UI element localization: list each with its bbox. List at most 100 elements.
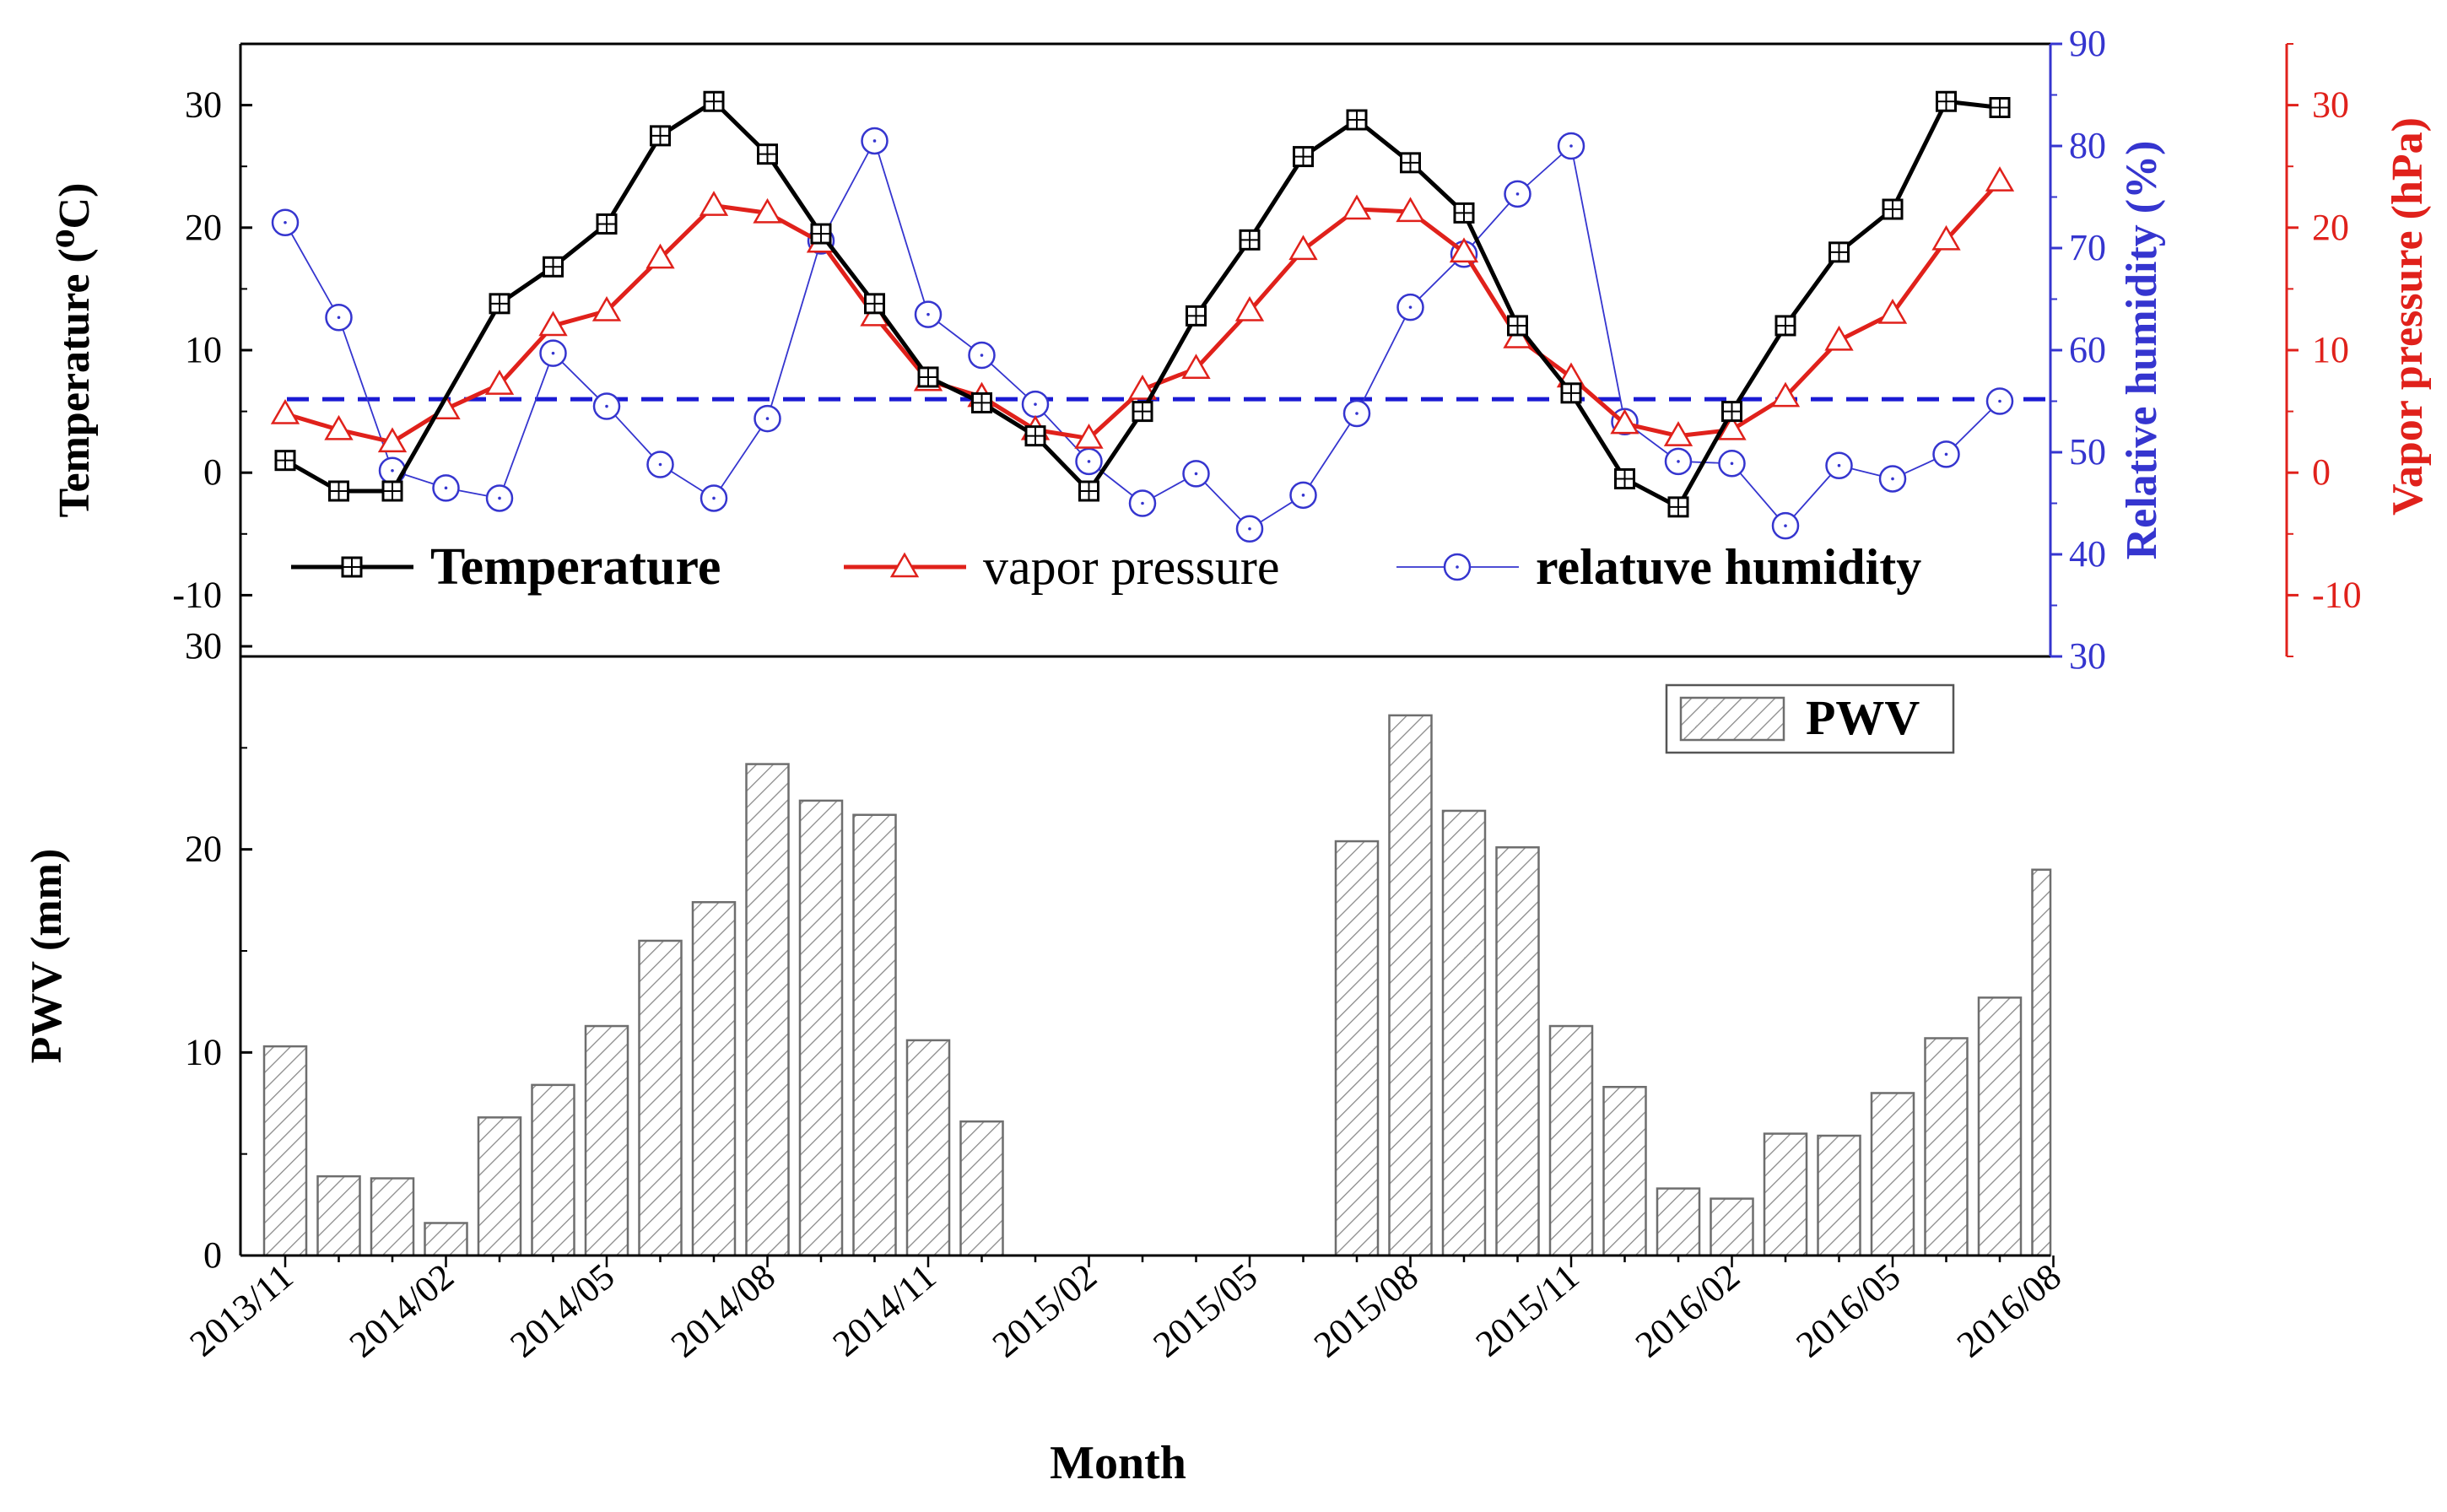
pwv-bar [1441,809,1487,1257]
temperature-marker [1774,315,1796,337]
vapor-pressure-marker [1877,298,1908,324]
humidity-marker [1932,440,1960,468]
humidity-marker [968,341,996,370]
humidity-marker [1504,180,1531,208]
humidity-marker [1664,447,1693,476]
temperature-marker [1936,90,1957,112]
vapor-pressure-marker [1342,194,1372,220]
pwv-legend-swatch [1679,696,1785,742]
top-left-tick-label: -10 [172,574,222,615]
temperature-marker [1560,382,1582,404]
top-blue-tick-label: 40 [2069,533,2106,575]
temperature-marker [543,256,564,278]
pwv-bar [1817,1134,1861,1257]
pwv-bar [1870,1092,1915,1257]
temperature-marker [1507,315,1528,337]
humidity-marker [485,484,514,512]
pwv-legend: PWV [1665,683,1955,754]
vapor-pressure-marker [1770,381,1801,408]
pwv-bar [1334,840,1380,1257]
x-tick-label: 2014/11 [825,1256,944,1364]
vapor-pressure-marker [591,296,622,321]
pwv-bar [798,799,844,1257]
x-tick-label: 2015/02 [985,1256,1105,1365]
humidity-marker [1396,293,1424,321]
temperature-marker [917,366,939,388]
pwv-bar [905,1039,951,1257]
temperature-marker [274,450,296,472]
top-left-tick-label: 20 [185,207,222,248]
humidity-marker [539,339,567,367]
top-red-tick-label: 30 [2312,84,2349,126]
vapor-pressure-marker [1931,224,1961,251]
humidity-marker [1128,489,1157,517]
humidity-marker [1771,511,1800,540]
vapor-pressure-marker [1396,197,1425,223]
temperature-marker [1132,401,1153,423]
vapor-pressure-marker [1181,354,1211,380]
temperature-marker [1024,425,1046,447]
vapor-pressure-marker [1985,166,2015,192]
vapor-pressure-marker [1610,408,1639,435]
temperature-marker [489,293,510,315]
temperature-marker [1721,401,1742,423]
top-blue-axis-title: Relative humidity (%) [2118,141,2166,560]
vapor-pressure-marker [1234,296,1265,321]
top-blue-tick-label: 90 [2069,23,2106,64]
temperature-marker [864,293,885,315]
pwv-bar [1710,1197,1754,1257]
x-tick-label: 2016/05 [1788,1256,1908,1365]
legend-label: Temperature [430,538,721,596]
temperature-marker [703,90,725,112]
humidity-marker [1825,451,1853,479]
pwv-bar [852,813,897,1257]
top-left-tick-label: 0 [203,451,222,493]
pwv-bar [1977,996,2023,1257]
temperature-marker [328,480,349,502]
vapor-pressure-marker [646,243,675,269]
humidity-marker [1075,447,1103,476]
bottom-left-tick-label: 20 [185,829,222,870]
humidity-marker [1443,553,1472,581]
legend-item-0: Temperature [291,538,721,596]
temperature-marker [1828,241,1850,263]
legend-item-2: relatuve humidity [1396,539,1921,595]
top-red-tick-label: 10 [2312,329,2349,370]
pwv-bar [262,1045,308,1257]
top-left-tick-label: 30 [185,84,222,126]
pwv-bar [691,900,737,1257]
humidity-marker [861,127,889,155]
humidity-marker [754,404,781,433]
vapor-pressure-marker [1663,421,1693,446]
pwv-bar [1548,1024,1594,1257]
temperature-marker [757,143,778,165]
series-vapor-pressure [270,166,2015,453]
top-blue-tick-label: 60 [2069,329,2106,370]
humidity-marker [592,392,621,420]
temperature-marker [381,480,403,502]
x-tick-label: 2015/05 [1145,1256,1265,1365]
humidity-marker [1878,465,1907,493]
humidity-marker [646,451,674,478]
top-red-tick-label: -10 [2312,574,2362,615]
humidity-marker [914,300,943,328]
pwv-bar [370,1177,415,1257]
series-line [284,99,2001,510]
vapor-pressure-marker [1824,325,1854,351]
bottom-left-tick-label: 30 [185,625,222,667]
humidity-marker [1182,460,1210,488]
temperature-marker [1453,202,1475,224]
series-temperature [274,90,2011,518]
x-axis-title: Month [1050,1437,1186,1489]
humidity-marker [1289,481,1317,510]
x-tick-label: 2014/02 [342,1256,462,1365]
temperature-marker [650,125,671,147]
vapor-pressure-marker [484,370,515,395]
pwv-bar [745,763,790,1257]
vapor-pressure-marker [753,197,782,224]
x-tick-label: 2014/05 [502,1256,622,1365]
vapor-pressure-marker [1449,237,1479,263]
series-relatuve-humidity [271,127,2014,543]
top-blue-tick-label: 70 [2069,227,2106,268]
top-red-axis-title: Vapor pressure (hPa) [2384,117,2432,516]
